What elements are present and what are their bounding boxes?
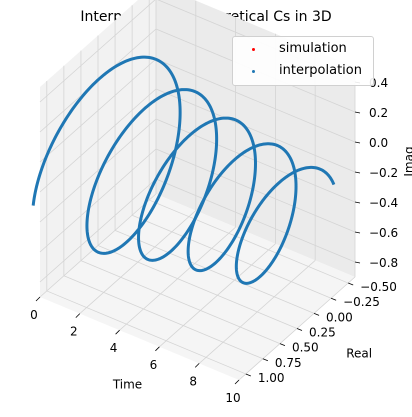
z-tick-label: 0.2 [369, 106, 388, 120]
x-tick-label: 6 [150, 358, 158, 372]
legend: simulation interpolation [232, 36, 374, 86]
simulation-marker-icon [252, 48, 255, 51]
interpolation-marker-icon [252, 70, 255, 73]
z-axis-label: Imag [402, 146, 412, 176]
interpolation-series [31, 55, 336, 285]
y-tick-label: −0.25 [343, 295, 380, 309]
legend-entry-simulation: simulation [233, 39, 373, 61]
x-tick [115, 329, 120, 335]
legend-label-interpolation: interpolation [279, 63, 362, 78]
y-tick-label: 1.00 [258, 371, 285, 385]
y-tick-label: 0.50 [292, 341, 319, 355]
x-tick [155, 346, 160, 352]
x-tick-label: 2 [70, 325, 78, 339]
y-tick [296, 328, 303, 331]
x-tick-label: 4 [110, 341, 118, 355]
grid-line [155, 88, 356, 173]
grid-line [39, 88, 157, 193]
y-tick [348, 282, 354, 286]
z-tick [354, 261, 361, 264]
grid-line [80, 260, 281, 345]
y-tick [279, 343, 286, 347]
legend-label-simulation: simulation [279, 41, 347, 56]
y-tick-label: −0.50 [360, 280, 397, 294]
x-tick-label: 8 [189, 374, 197, 388]
z-tick [354, 111, 361, 114]
x-tick [194, 363, 200, 368]
x-axis-label: Time [112, 378, 142, 392]
grid-line [97, 245, 298, 329]
x-tick-label: 0 [30, 308, 38, 322]
z-tick-label: −0.6 [369, 226, 398, 240]
z-tick-label: 0.0 [369, 136, 388, 150]
grid-line [63, 275, 264, 360]
x-tick [75, 313, 81, 318]
z-tick-label: −0.2 [369, 166, 398, 180]
z-tick-label: −0.4 [369, 196, 398, 210]
grid-line [131, 214, 332, 299]
grid-line [149, 199, 349, 284]
y-tick [330, 297, 337, 301]
grid-line [39, 58, 157, 163]
y-tick [245, 373, 251, 377]
x-tick [35, 296, 41, 302]
z-tick [354, 141, 361, 144]
z-tick [354, 201, 361, 204]
grid-line [39, 118, 157, 223]
y-tick [313, 312, 320, 316]
grid-line [155, 58, 356, 143]
legend-entry-interpolation: interpolation [233, 61, 373, 83]
z-tick-label: −0.8 [369, 256, 398, 270]
y-tick-label: 0.00 [326, 310, 353, 324]
grid-line [39, 0, 156, 103]
y-axis-label: Real [346, 347, 372, 361]
grid-line [39, 178, 157, 283]
grid-line [46, 290, 246, 375]
grid-line [155, 148, 356, 233]
grid-line [155, 178, 356, 263]
y-tick [262, 358, 269, 362]
z-tick [354, 171, 361, 174]
y-tick-label: 0.75 [275, 356, 302, 370]
grid-line [39, 148, 157, 253]
x-tick [234, 379, 240, 385]
grid-line [114, 229, 315, 314]
y-tick-label: 0.25 [309, 326, 336, 340]
z-tick [354, 231, 361, 234]
x-tick-label: 10 [225, 391, 240, 405]
